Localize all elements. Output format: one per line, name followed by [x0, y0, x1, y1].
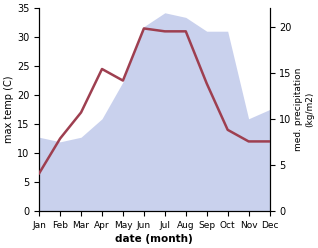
Y-axis label: max temp (C): max temp (C)	[4, 76, 14, 143]
Y-axis label: med. precipitation
(kg/m2): med. precipitation (kg/m2)	[294, 68, 314, 151]
X-axis label: date (month): date (month)	[115, 234, 193, 244]
